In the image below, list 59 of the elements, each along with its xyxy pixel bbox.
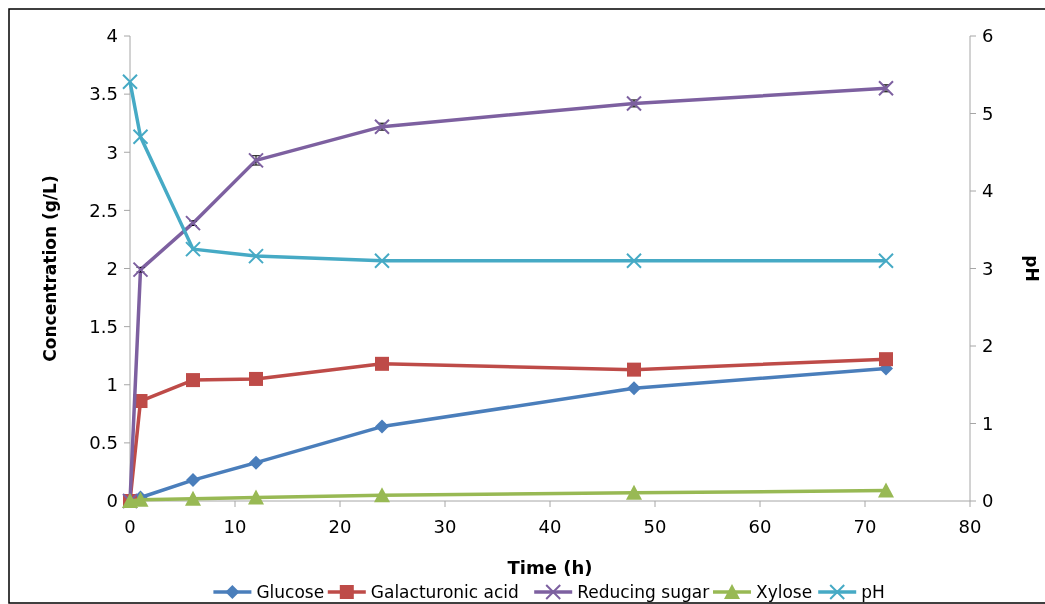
- point: [626, 484, 642, 500]
- x-tick-label: 0: [124, 516, 136, 537]
- point: [249, 455, 263, 470]
- point: [626, 95, 642, 112]
- point: [374, 252, 390, 269]
- y-tick-label: 1.5: [89, 315, 118, 337]
- point: [375, 419, 389, 434]
- y-tick-label: 1: [106, 374, 118, 396]
- y-tick-label: 3.5: [89, 83, 118, 105]
- y-tick-label: 4: [106, 25, 118, 47]
- point: [248, 489, 264, 505]
- point: [878, 80, 894, 97]
- point: [626, 252, 642, 269]
- x-tick-label: 80: [958, 516, 982, 537]
- legend-label: pH: [861, 581, 885, 602]
- point: [132, 128, 149, 145]
- point: [878, 252, 894, 269]
- y2-axis-title: pH: [1022, 255, 1042, 282]
- point: [249, 371, 263, 386]
- y2-tick-label: 0: [982, 490, 994, 512]
- y2-tick-label: 5: [982, 102, 994, 124]
- x-tick-label: 20: [328, 516, 352, 537]
- y-tick-label: 2: [106, 257, 118, 279]
- point: [878, 482, 894, 498]
- y-tick-label: 0: [106, 490, 118, 512]
- point: [374, 118, 390, 135]
- y-axis-title: Concentration (g/L): [40, 175, 60, 362]
- point: [248, 248, 264, 265]
- point: [374, 487, 390, 503]
- point: [132, 261, 149, 278]
- point: [879, 352, 893, 367]
- legend-label: Glucose: [256, 581, 325, 602]
- y2-tick-label: 3: [982, 257, 994, 279]
- y2-tick-label: 4: [982, 180, 994, 202]
- point: [627, 362, 641, 377]
- y2-tick-label: 6: [982, 25, 994, 47]
- legend-label: Xylose: [756, 581, 813, 602]
- point: [186, 373, 200, 388]
- x-tick-label: 30: [433, 516, 457, 537]
- y2-tick-label: 2: [982, 335, 994, 357]
- x-tick-label: 40: [538, 516, 562, 537]
- x-tick-label: 50: [643, 516, 667, 537]
- point: [185, 490, 201, 506]
- y2-tick-label: 1: [982, 412, 994, 434]
- point: [375, 356, 389, 371]
- legend-label: Reducing sugar: [577, 581, 710, 602]
- y-tick-label: 3: [106, 141, 118, 163]
- point: [185, 241, 201, 258]
- y-tick-label: 2.5: [89, 199, 118, 221]
- x-axis-title: Time (h): [507, 557, 593, 578]
- y-tick-label: 0.5: [89, 432, 118, 454]
- x-tick-label: 70: [853, 516, 877, 537]
- point: [627, 381, 641, 396]
- point: [186, 473, 200, 488]
- x-tick-label: 60: [748, 516, 772, 537]
- x-tick-label: 10: [223, 516, 247, 537]
- legend-label: Galacturonic acid: [370, 581, 519, 602]
- point: [185, 215, 201, 232]
- point: [122, 73, 138, 90]
